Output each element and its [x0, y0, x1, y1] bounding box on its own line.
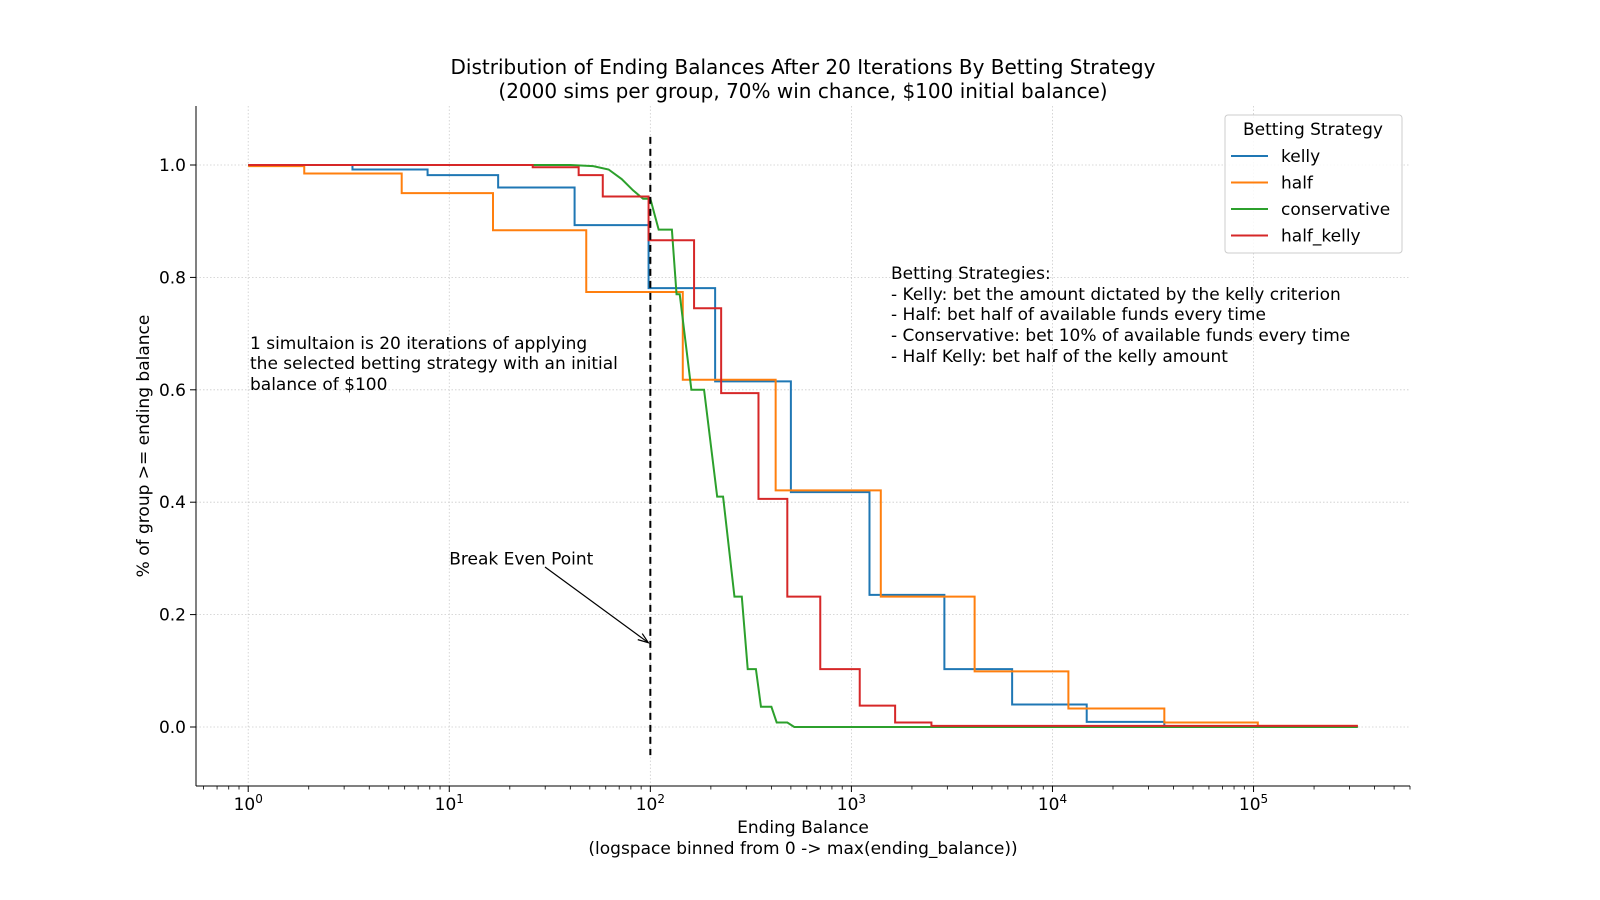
legend-label-half: half — [1281, 174, 1314, 194]
y-tick-label: 0.4 — [159, 493, 186, 513]
plot-area — [248, 164, 1358, 728]
break-even-arrow — [544, 566, 649, 644]
x-tick-label: 102 — [636, 792, 665, 815]
legend-title: Betting Strategy — [1243, 120, 1383, 140]
x-axis-sublabel: (logspace binned from 0 -> max(ending_ba… — [588, 839, 1017, 859]
chart-subtitle: (2000 sims per group, 70% win chance, $1… — [498, 79, 1107, 103]
x-tick-label: 101 — [435, 792, 464, 815]
legend-label-kelly: kelly — [1281, 147, 1320, 167]
series-line-conservative — [248, 164, 1358, 728]
y-tick-label: 1.0 — [159, 156, 186, 176]
series-line-half-kelly — [248, 164, 1358, 727]
note-left-line: 1 simultaion is 20 iterations of applyin… — [250, 334, 587, 354]
note-left: 1 simultaion is 20 iterations of applyin… — [250, 334, 618, 395]
x-tick-label: 104 — [1038, 792, 1067, 815]
break-even-annotation: Break Even Point — [449, 136, 652, 756]
y-axis-label: % of group >= ending balance — [134, 315, 154, 578]
break-even-label: Break Even Point — [449, 549, 593, 569]
y-tick-label: 0.2 — [159, 606, 186, 626]
axis-ticks: 100 101 102 103 104 105 0.0 0.2 0.4 0.6 0.8 1.0 — [159, 156, 1411, 815]
note-right-line: - Kelly: bet the amount dictated by the … — [891, 285, 1341, 305]
note-left-line: balance of $100 — [250, 375, 387, 395]
note-right: Betting Strategies: - Kelly: bet the amo… — [891, 264, 1350, 367]
series-line-kelly — [248, 164, 1358, 728]
y-tick-label: 0.6 — [159, 381, 186, 401]
legend-label-conservative: conservative — [1281, 200, 1390, 220]
series-line-half — [248, 165, 1358, 727]
legend: Betting Strategy kelly half conservative ha… — [1224, 114, 1403, 254]
note-right-line: Betting Strategies: — [891, 264, 1051, 284]
break-even-arrowhead — [637, 633, 650, 644]
note-right-line: - Conservative: bet 10% of available fun… — [891, 326, 1350, 346]
y-tick-label: 0.0 — [159, 718, 186, 738]
chart-title: Distribution of Ending Balances After 20… — [451, 55, 1156, 79]
note-left-line: the selected betting strategy with an in… — [250, 354, 618, 374]
x-axis-label: Ending Balance — [737, 818, 869, 838]
legend-box — [1224, 114, 1403, 254]
legend-label-half-kelly: half_kelly — [1281, 227, 1361, 247]
y-tick-label: 0.8 — [159, 268, 186, 288]
x-tick-label: 100 — [234, 792, 263, 815]
note-right-line: - Half: bet half of available funds ever… — [891, 305, 1266, 325]
x-tick-label: 103 — [837, 792, 866, 815]
note-right-line: - Half Kelly: bet half of the kelly amou… — [891, 347, 1228, 367]
x-tick-label: 105 — [1239, 792, 1268, 815]
